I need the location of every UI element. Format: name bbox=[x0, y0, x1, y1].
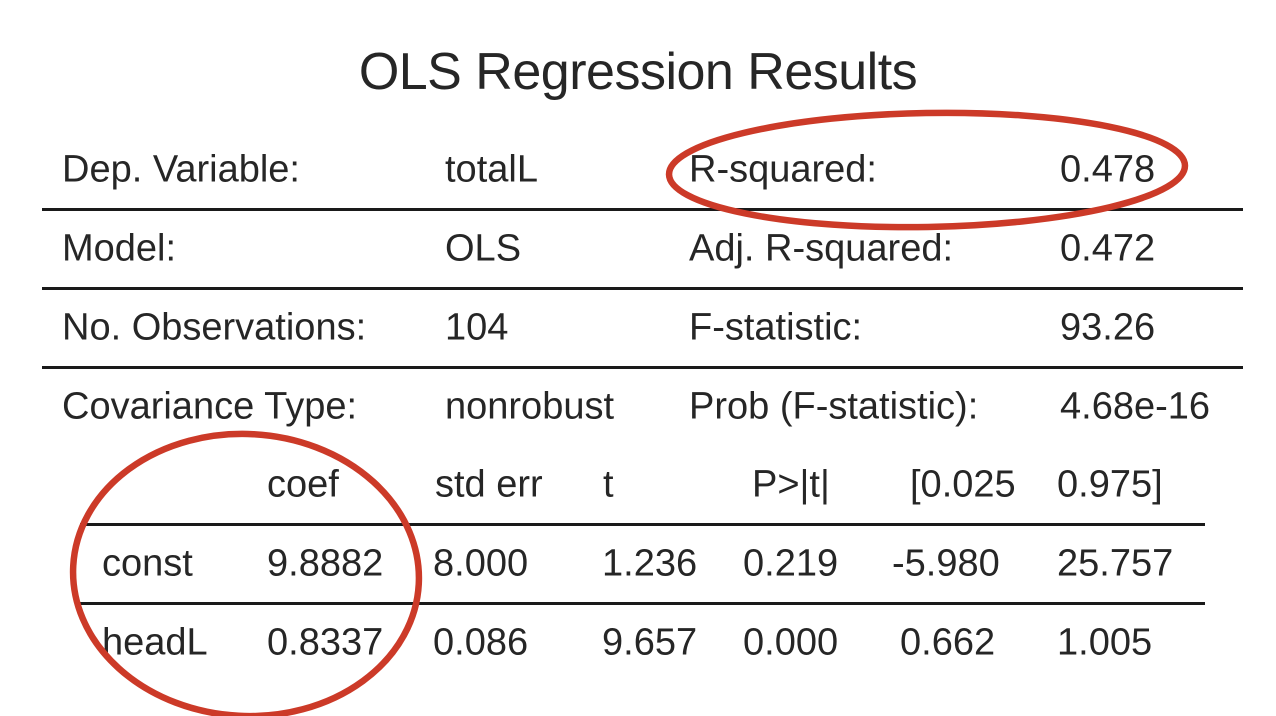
stderr-value: 0.086 bbox=[433, 621, 529, 664]
coef-row-const: const 9.8882 8.000 1.236 0.219 -5.980 25… bbox=[80, 526, 1205, 605]
ci-low-value: 0.662 bbox=[900, 621, 996, 664]
stderr-value: 8.000 bbox=[433, 542, 529, 585]
column-header-stderr: std err bbox=[435, 463, 543, 506]
ci-low-value: -5.980 bbox=[892, 542, 1000, 585]
summary-row-covariance: Covariance Type: nonrobust Prob (F-stati… bbox=[42, 369, 1243, 445]
page-title: OLS Regression Results bbox=[358, 43, 918, 101]
summary-value: 0.478 bbox=[1060, 148, 1156, 191]
summary-value: nonrobust bbox=[445, 385, 615, 428]
summary-label: Prob (F-statistic): bbox=[689, 385, 979, 428]
ci-high-value: 1.005 bbox=[1057, 621, 1153, 664]
ci-high-value: 25.757 bbox=[1057, 542, 1174, 585]
variable-name: headL bbox=[102, 621, 208, 664]
summary-label: R-squared: bbox=[689, 148, 877, 191]
summary-label: Adj. R-squared: bbox=[689, 227, 954, 270]
column-header-p: P>|t| bbox=[752, 463, 830, 506]
summary-value: 93.26 bbox=[1060, 306, 1156, 349]
summary-value: 0.472 bbox=[1060, 227, 1156, 270]
summary-row-observations: No. Observations: 104 F-statistic: 93.26 bbox=[42, 290, 1243, 369]
summary-label: F-statistic: bbox=[689, 306, 863, 349]
t-value: 1.236 bbox=[602, 542, 698, 585]
coef-value: 9.8882 bbox=[267, 542, 384, 585]
summary-row-model: Model: OLS Adj. R-squared: 0.472 bbox=[42, 211, 1243, 290]
coef-header-row: coef std err t P>|t| [0.025 0.975] bbox=[80, 447, 1205, 526]
summary-row-dep-variable: Dep. Variable: totalL R-squared: 0.478 bbox=[42, 132, 1243, 211]
summary-label: Model: bbox=[62, 227, 177, 270]
summary-value: totalL bbox=[445, 148, 538, 191]
coef-row-headL: headL 0.8337 0.086 9.657 0.000 0.662 1.0… bbox=[80, 605, 1205, 681]
column-header-coef: coef bbox=[267, 463, 339, 506]
coefficient-table: coef std err t P>|t| [0.025 0.975] const… bbox=[80, 447, 1205, 681]
variable-name: const bbox=[102, 542, 193, 585]
summary-value: OLS bbox=[445, 227, 522, 270]
summary-label: Dep. Variable: bbox=[62, 148, 300, 191]
summary-value: 104 bbox=[445, 306, 509, 349]
column-header-t: t bbox=[603, 463, 614, 506]
summary-table: Dep. Variable: totalL R-squared: 0.478 M… bbox=[42, 132, 1243, 445]
column-header-ci-low: [0.025 bbox=[910, 463, 1016, 506]
column-header-ci-high: 0.975] bbox=[1057, 463, 1163, 506]
p-value: 0.219 bbox=[743, 542, 839, 585]
coef-value: 0.8337 bbox=[267, 621, 384, 664]
p-value: 0.000 bbox=[743, 621, 839, 664]
summary-label: No. Observations: bbox=[62, 306, 367, 349]
t-value: 9.657 bbox=[602, 621, 698, 664]
summary-label: Covariance Type: bbox=[62, 385, 358, 428]
summary-value: 4.68e-16 bbox=[1060, 385, 1211, 428]
